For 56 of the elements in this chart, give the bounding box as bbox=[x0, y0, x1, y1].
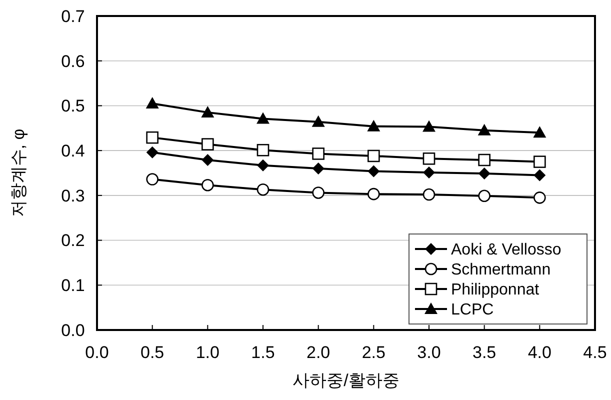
point bbox=[146, 96, 159, 108]
x-tick-label: 1.5 bbox=[251, 343, 275, 362]
point bbox=[312, 115, 325, 127]
point bbox=[256, 183, 270, 196]
legend-label: Aoki & Vellosso bbox=[451, 242, 562, 259]
x-tick-label: 4.0 bbox=[528, 343, 552, 362]
point bbox=[478, 190, 490, 202]
point bbox=[257, 159, 269, 172]
legend-label: LCPC bbox=[451, 302, 494, 319]
x-tick-label: 2.5 bbox=[362, 343, 386, 362]
point bbox=[367, 120, 380, 132]
point bbox=[146, 131, 158, 144]
point bbox=[312, 148, 324, 160]
point bbox=[202, 178, 214, 192]
point bbox=[534, 192, 546, 204]
x-tick-label: 0.5 bbox=[140, 343, 164, 362]
point bbox=[534, 169, 546, 182]
point bbox=[201, 106, 214, 118]
point bbox=[312, 186, 324, 199]
legend-label: Schmertmann bbox=[451, 262, 551, 279]
point bbox=[146, 173, 158, 186]
point bbox=[478, 124, 491, 136]
y-tick-label: 0.4 bbox=[61, 142, 85, 161]
x-tick-label: 4.5 bbox=[583, 343, 607, 362]
point bbox=[533, 126, 546, 138]
x-tick-label: 3.0 bbox=[417, 343, 441, 362]
point bbox=[422, 188, 436, 201]
x-tick-label: 2.0 bbox=[306, 343, 330, 362]
legend-label: Philipponnat bbox=[451, 282, 540, 299]
x-tick-label: 1.0 bbox=[196, 343, 220, 362]
y-tick-label: 0.0 bbox=[61, 320, 85, 340]
y-tick-label: 0.5 bbox=[61, 96, 85, 116]
y-axis-title: 저항계수, φ bbox=[9, 128, 28, 218]
point bbox=[422, 120, 436, 132]
y-tick-label: 0.3 bbox=[61, 186, 85, 206]
point bbox=[312, 162, 324, 175]
point bbox=[368, 188, 380, 200]
y-tick-label: 0.6 bbox=[61, 52, 85, 71]
x-axis-title: 사하중/활하중 bbox=[292, 371, 400, 390]
point bbox=[202, 154, 214, 166]
point bbox=[256, 144, 270, 156]
point bbox=[368, 165, 380, 178]
y-tick-label: 0.1 bbox=[61, 276, 85, 296]
point bbox=[422, 152, 436, 165]
y-tick-label: 0.2 bbox=[61, 231, 85, 250]
point bbox=[146, 146, 158, 158]
point bbox=[256, 112, 270, 124]
x-tick-label: 0.0 bbox=[85, 343, 109, 362]
x-tick-label: 3.5 bbox=[472, 343, 496, 362]
point bbox=[478, 167, 490, 180]
point bbox=[368, 150, 380, 162]
point bbox=[534, 156, 546, 168]
point bbox=[478, 154, 490, 166]
point bbox=[423, 166, 435, 179]
y-tick-label: 0.7 bbox=[61, 6, 85, 26]
point bbox=[202, 138, 214, 150]
